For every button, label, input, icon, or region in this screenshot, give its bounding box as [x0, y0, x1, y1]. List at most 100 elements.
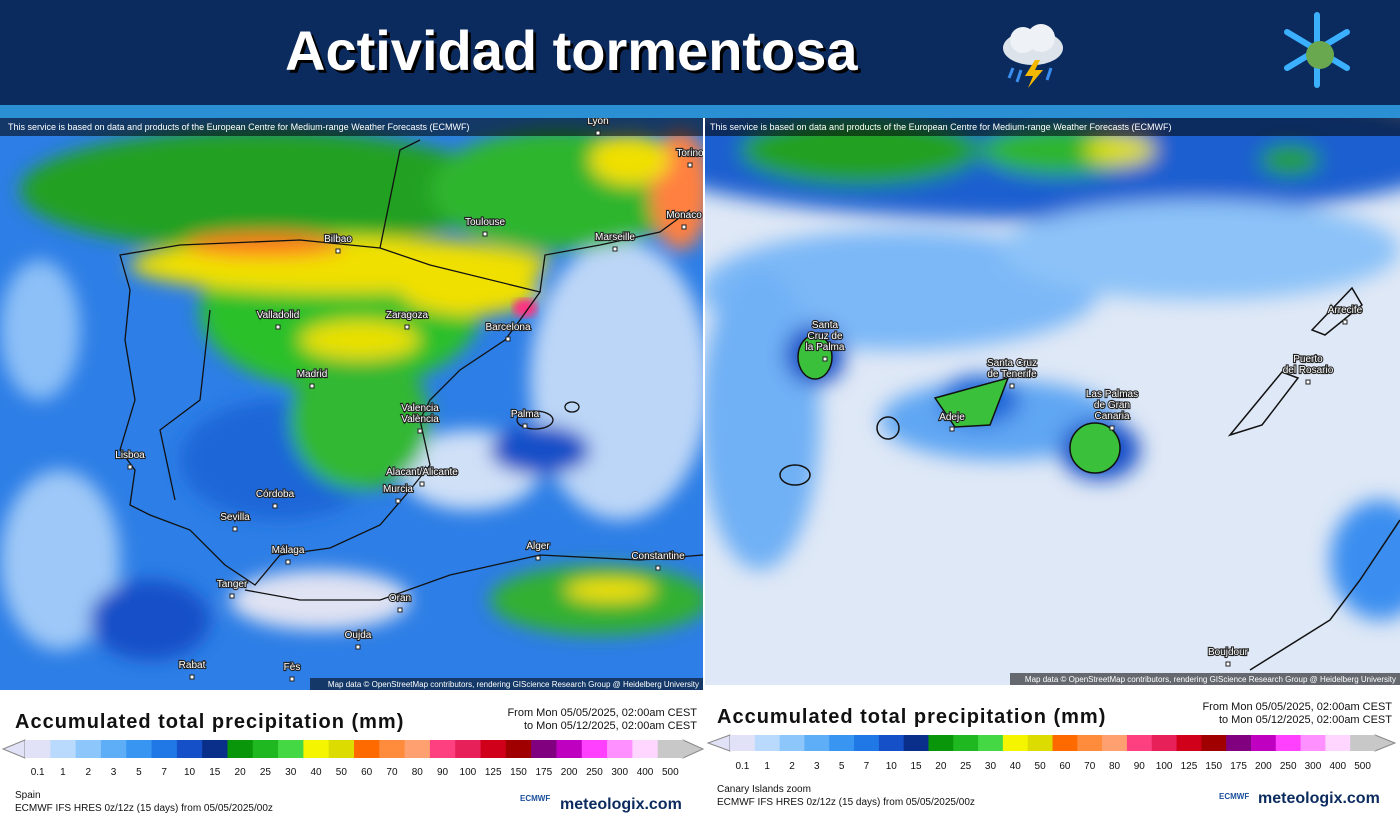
city-marker [1009, 383, 1015, 389]
colorbar-cell [804, 735, 830, 751]
period-to: to Mon 05/12/2025, 02:00am CEST [523, 720, 697, 732]
city-label: Marseille [595, 232, 635, 243]
attribution: Map data © OpenStreetMap contributors, r… [328, 680, 699, 689]
colorbar-cell [903, 735, 929, 751]
colorbar-tick-label: 100 [1156, 761, 1173, 772]
city-label: Murcia [383, 484, 413, 495]
region-name: Spain [15, 790, 41, 801]
region: Spain ECMWF IFS HRES 0z/12z (15 days) fro… [15, 789, 273, 815]
city-label: Rabat [179, 660, 206, 671]
colorbar-tick-label: 50 [1035, 761, 1047, 772]
colorbar-cell [278, 740, 304, 758]
city-label: Puerto [1293, 354, 1323, 365]
city-marker [612, 246, 618, 252]
city-marker [949, 426, 955, 432]
colorbar-tick-label: 125 [485, 767, 502, 778]
colorbar-tick-label: 5 [136, 767, 142, 778]
notice: This service is based on data and produc… [8, 122, 470, 132]
city-label: Bilbao [324, 234, 352, 245]
colorbar-cell [1102, 735, 1128, 751]
city-label: Canaria [1094, 411, 1129, 422]
city-label: Alger [526, 541, 550, 552]
colorbar-tick-label: 25 [960, 761, 972, 772]
legend-title: Accumulated total precipitation (mm) [717, 706, 1107, 728]
map-canary: This service is based on data and produc… [705, 118, 1400, 685]
city-label: la Palma [806, 342, 845, 353]
colorbar-cell [928, 735, 954, 751]
city-label: Santa [812, 320, 839, 331]
colorbar-cell [1176, 735, 1202, 751]
city-marker [687, 162, 693, 168]
colorbar-tick-label: 2 [85, 767, 91, 778]
colorbar-tick-label: 175 [535, 767, 552, 778]
region: Canary Islands zoom ECMWF IFS HRES 0z/12z… [717, 783, 975, 809]
ecmwf-logo: ECMWF [520, 794, 551, 803]
colorbar-tick-label: 70 [1084, 761, 1096, 772]
colorbar-tick-label: 250 [1280, 761, 1297, 772]
colorbar-cell [779, 735, 805, 751]
city-label: Barcelona [485, 322, 530, 333]
city-marker [522, 423, 528, 429]
city-label: Santa Cruz [987, 358, 1037, 369]
ecmwf-logo: ECMWF [1219, 792, 1250, 801]
colorbar-cell [878, 735, 905, 751]
colorbar-tick-label: 90 [1134, 761, 1146, 772]
colorbar-tick-label: 80 [412, 767, 424, 778]
colorbar-tick-label: 500 [1354, 761, 1371, 772]
city-marker [1305, 379, 1311, 385]
colorbar-cell [1275, 735, 1302, 751]
colorbar-tick-label: 0.1 [31, 767, 45, 778]
period-from: From Mon 05/05/2025, 02:00am CEST [1202, 701, 1392, 713]
colorbar-tick-label: 40 [1010, 761, 1022, 772]
colorbar-cell [50, 740, 77, 758]
city-label: Toulouse [465, 217, 505, 228]
city-label: de Gran [1094, 400, 1130, 411]
city-label: València [401, 414, 439, 425]
city-label: Las Palmas [1086, 389, 1138, 400]
colorbar-cell [1077, 735, 1103, 751]
colorbar-cell [505, 740, 532, 758]
model-info: ECMWF IFS HRES 0z/12z (15 days) from 05/… [15, 803, 273, 814]
city-label: Adeje [939, 412, 965, 423]
city-marker [822, 356, 828, 362]
colorbar-cell [252, 740, 279, 758]
city-marker [681, 224, 687, 230]
colorbar-cell [126, 740, 153, 758]
city-marker [275, 324, 281, 330]
city-label: Alacant/Alicante [386, 467, 458, 478]
colorbar-cell [328, 740, 355, 758]
colorbar-cell [480, 740, 507, 758]
colorbar-cell [404, 740, 431, 758]
colorbar-cell [1052, 735, 1078, 751]
colorbar-cell [1250, 735, 1277, 751]
colorbar-tick-label: 2 [789, 761, 795, 772]
colorbar-arrow [1, 739, 26, 759]
colorbar-tick-label: 400 [637, 767, 654, 778]
colorbar-arrow [706, 734, 731, 752]
city-label: Oran [389, 593, 411, 604]
colorbar-cell [151, 740, 178, 758]
colorbar-cell [556, 740, 583, 758]
logo [1284, 12, 1350, 88]
colorbar-tick-label: 25 [260, 767, 272, 778]
colorbar-cell [730, 735, 756, 751]
colorbar-tick-label: 10 [886, 761, 898, 772]
colorbar-cell [1226, 735, 1252, 751]
colorbar-tick-label: 50 [336, 767, 348, 778]
colorbar-tick-label: 90 [437, 767, 449, 778]
city-marker [655, 565, 661, 571]
city-marker [189, 674, 195, 680]
attribution: Map data © OpenStreetMap contributors, r… [1025, 675, 1396, 684]
colorbar-tick-label: 400 [1329, 761, 1346, 772]
city-marker [309, 383, 315, 389]
city-marker [335, 248, 341, 254]
colorbar-tick-label: 250 [586, 767, 603, 778]
colorbar-cell [455, 740, 482, 758]
city-label: Arrecife [1328, 305, 1363, 316]
colorbar-tick-label: 1 [60, 767, 66, 778]
colorbar-tick-label: 3 [111, 767, 117, 778]
colorbar-tick-label: 7 [864, 761, 870, 772]
colorbar-tick-label: 500 [662, 767, 679, 778]
